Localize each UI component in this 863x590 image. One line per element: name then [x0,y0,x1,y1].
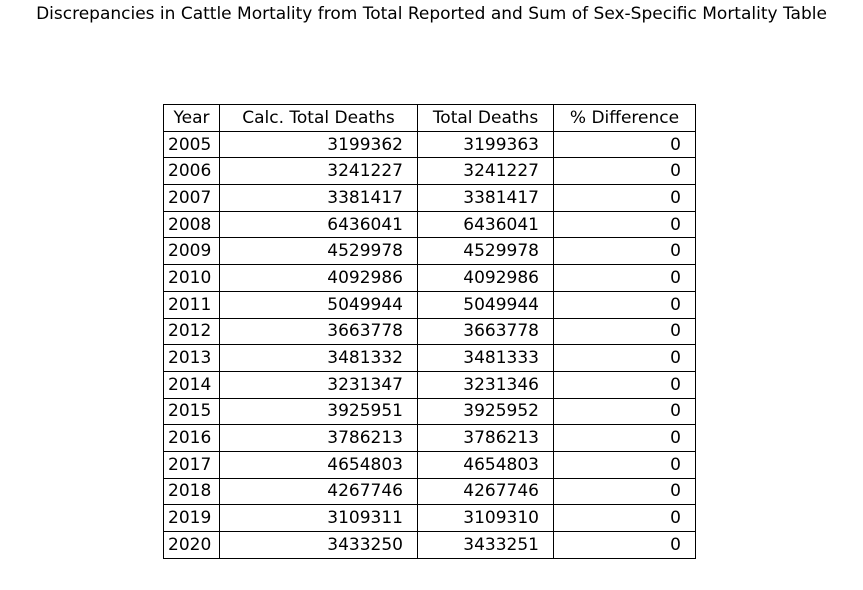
percent-difference-cell: 0 [553,184,696,212]
total-deaths-cell: 6436041 [417,210,554,239]
table-row: 2017 4654803 4654803 0 [163,450,696,479]
percent-difference-cell: 0 [553,531,696,559]
table-row: 2008 6436041 6436041 0 [163,210,696,239]
table-row: 2019 3109311 3109310 0 [163,504,696,532]
total-deaths-cell: 3199363 [417,130,554,159]
percent-difference-cell: 0 [553,157,696,186]
year-cell: 2018 [163,477,220,506]
calc-total-deaths-cell: 4529978 [219,237,418,266]
calc-total-deaths-cell: 3925951 [219,397,418,426]
total-deaths-cell: 3241227 [417,157,554,186]
total-deaths-cell: 3786213 [417,424,554,452]
year-cell: 2012 [163,317,220,346]
total-deaths-cell: 3433251 [417,531,554,559]
calc-total-deaths-cell: 3199362 [219,130,418,159]
calc-total-deaths-cell: 3433250 [219,531,418,559]
calc-total-deaths-cell: 5049944 [219,290,418,319]
table-row: 2020 3433250 3433251 0 [163,531,696,559]
calc-total-deaths-cell: 4267746 [219,477,418,506]
table-body: 2005 3199362 3199363 0 2006 3241227 3241227 0 20… [163,130,696,559]
year-cell: 2008 [163,210,220,239]
table-row: 2007 3381417 3381417 0 [163,184,696,212]
table-row: 2016 3786213 3786213 0 [163,424,696,452]
calc-total-deaths-cell: 4654803 [219,450,418,479]
percent-difference-cell: 0 [553,130,696,159]
column-header-calc-total-deaths: Calc. Total Deaths [219,104,418,132]
total-deaths-cell: 5049944 [417,290,554,319]
column-header-year: Year [163,104,220,132]
chart-title: Discrepancies in Cattle Mortality from T… [36,4,827,24]
total-deaths-cell: 3381417 [417,184,554,212]
percent-difference-cell: 0 [553,397,696,426]
year-cell: 2005 [163,130,220,159]
total-deaths-cell: 4267746 [417,477,554,506]
calc-total-deaths-cell: 3109311 [219,504,418,532]
percent-difference-cell: 0 [553,424,696,452]
column-header-percent-difference: % Difference [553,104,696,132]
calc-total-deaths-cell: 3663778 [219,317,418,346]
table-row: 2013 3481332 3481333 0 [163,344,696,372]
year-cell: 2019 [163,504,220,532]
percent-difference-cell: 0 [553,477,696,506]
total-deaths-cell: 3481333 [417,344,554,372]
total-deaths-cell: 3109310 [417,504,554,532]
calc-total-deaths-cell: 3786213 [219,424,418,452]
table-row: 2011 5049944 5049944 0 [163,290,696,319]
year-cell: 2015 [163,397,220,426]
total-deaths-cell: 3925952 [417,397,554,426]
percent-difference-cell: 0 [553,237,696,266]
total-deaths-cell: 4529978 [417,237,554,266]
year-cell: 2013 [163,344,220,372]
percent-difference-cell: 0 [553,370,696,399]
percent-difference-cell: 0 [553,317,696,346]
calc-total-deaths-cell: 3381417 [219,184,418,212]
table-row: 2006 3241227 3241227 0 [163,157,696,186]
year-cell: 2007 [163,184,220,212]
percent-difference-cell: 0 [553,290,696,319]
table-row: 2015 3925951 3925952 0 [163,397,696,426]
calc-total-deaths-cell: 4092986 [219,264,418,292]
total-deaths-cell: 3231346 [417,370,554,399]
table-row: 2012 3663778 3663778 0 [163,317,696,346]
total-deaths-cell: 4092986 [417,264,554,292]
table-row: 2010 4092986 4092986 0 [163,264,696,292]
percent-difference-cell: 0 [553,210,696,239]
mortality-table: Year Calc. Total Deaths Total Deaths % D… [163,104,696,559]
year-cell: 2010 [163,264,220,292]
calc-total-deaths-cell: 3231347 [219,370,418,399]
column-header-total-deaths: Total Deaths [417,104,554,132]
table-row: 2018 4267746 4267746 0 [163,477,696,506]
year-cell: 2011 [163,290,220,319]
percent-difference-cell: 0 [553,264,696,292]
percent-difference-cell: 0 [553,504,696,532]
table-row: 2005 3199362 3199363 0 [163,130,696,159]
calc-total-deaths-cell: 3481332 [219,344,418,372]
year-cell: 2016 [163,424,220,452]
year-cell: 2006 [163,157,220,186]
year-cell: 2020 [163,531,220,559]
total-deaths-cell: 3663778 [417,317,554,346]
table-row: 2014 3231347 3231346 0 [163,370,696,399]
calc-total-deaths-cell: 3241227 [219,157,418,186]
calc-total-deaths-cell: 6436041 [219,210,418,239]
table-row: 2009 4529978 4529978 0 [163,237,696,266]
year-cell: 2017 [163,450,220,479]
year-cell: 2009 [163,237,220,266]
table-header-row: Year Calc. Total Deaths Total Deaths % D… [163,104,696,132]
year-cell: 2014 [163,370,220,399]
percent-difference-cell: 0 [553,344,696,372]
percent-difference-cell: 0 [553,450,696,479]
total-deaths-cell: 4654803 [417,450,554,479]
